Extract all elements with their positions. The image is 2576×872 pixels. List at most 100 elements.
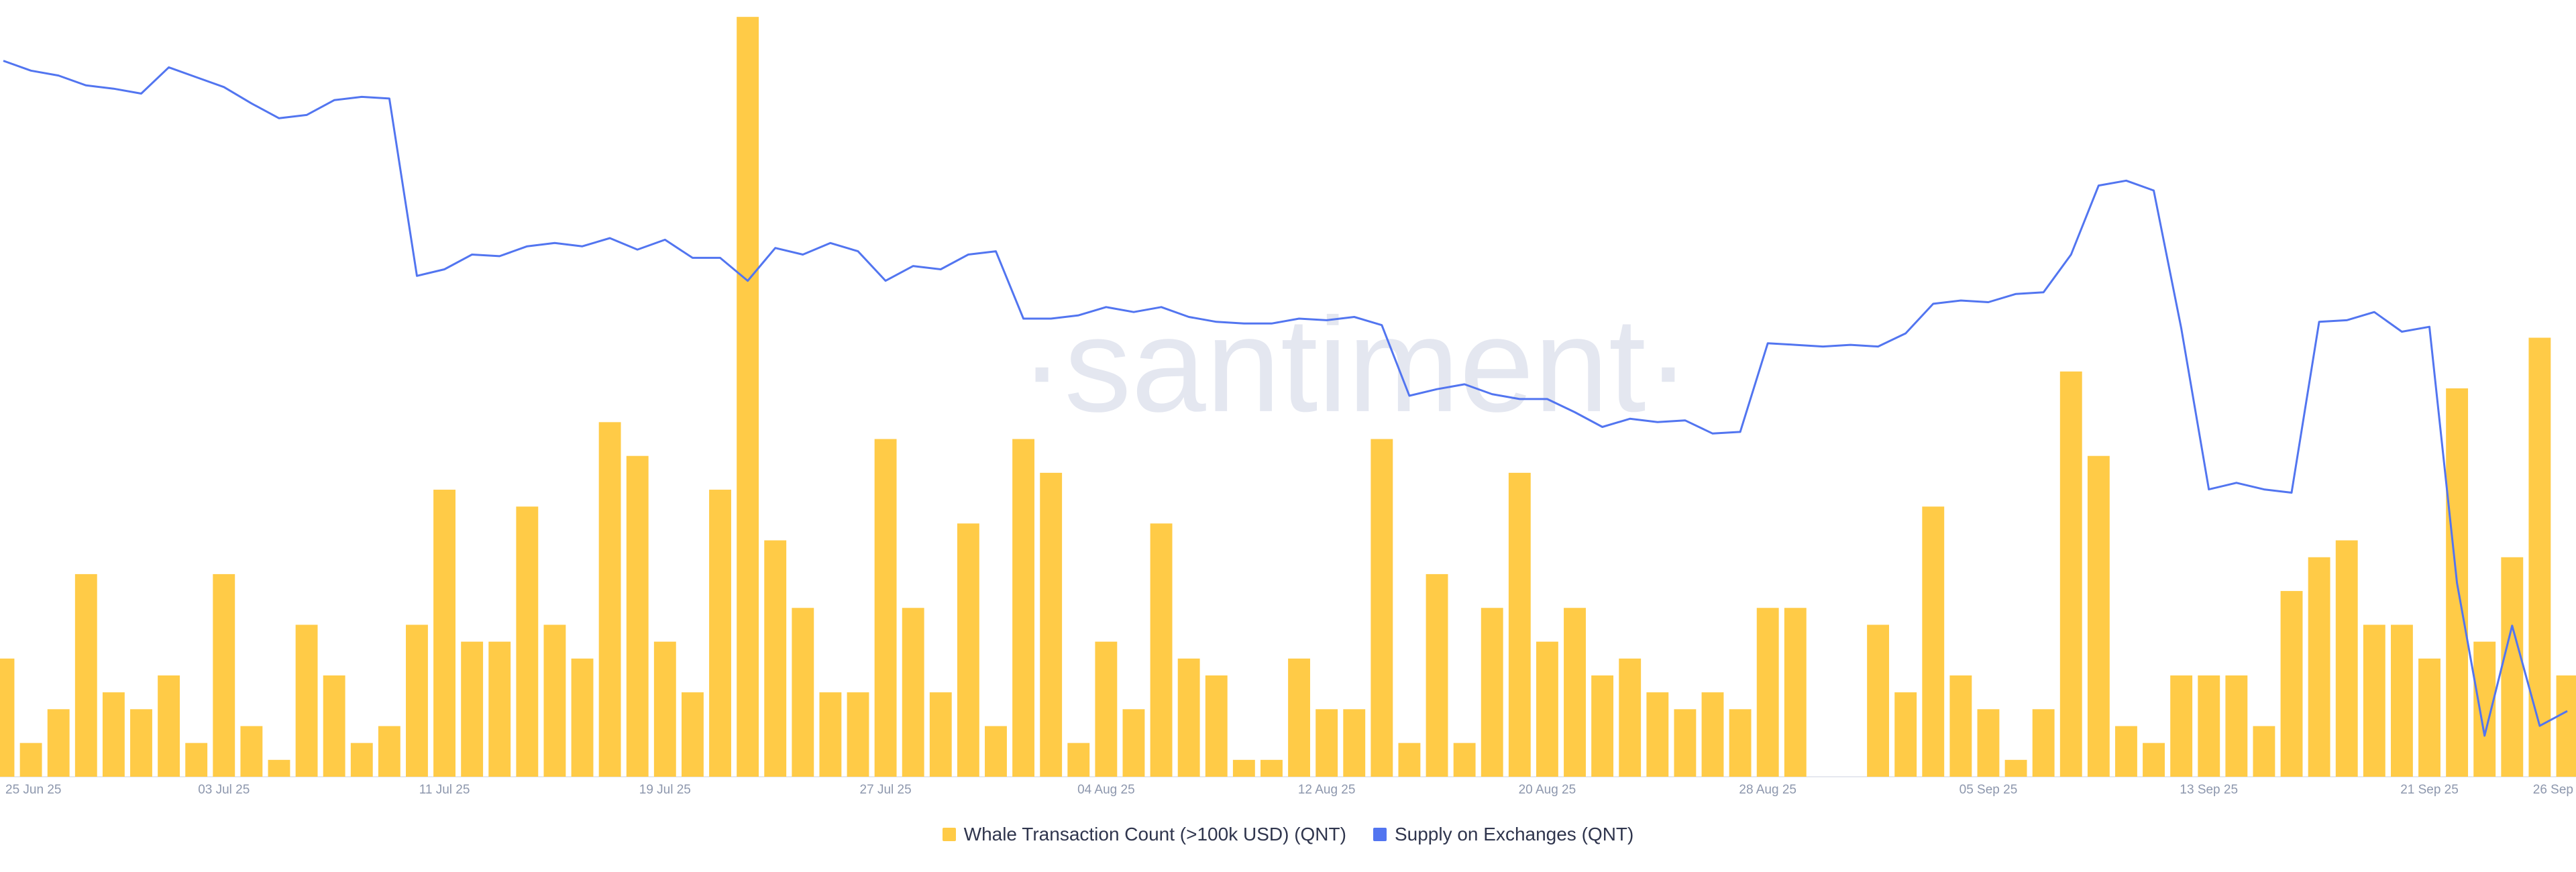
- x-tick-label: 20 Aug 25: [1519, 783, 1576, 797]
- x-tick-label: 21 Sep 25: [2400, 783, 2459, 797]
- x-tick-label: 13 Sep 25: [2180, 783, 2238, 797]
- bar: [792, 608, 814, 777]
- bar: [19, 743, 42, 777]
- bar: [653, 641, 676, 777]
- bar: [268, 759, 290, 777]
- bar: [2225, 675, 2248, 777]
- bar: [2418, 658, 2440, 777]
- bar: [2280, 591, 2303, 777]
- bar: [2032, 709, 2055, 777]
- bar: [1756, 608, 1779, 777]
- bar: [378, 726, 400, 777]
- bar: [323, 675, 345, 777]
- bar: [1095, 641, 1118, 777]
- bar: [819, 692, 842, 777]
- bar: [1150, 523, 1173, 777]
- bar: [1536, 641, 1558, 777]
- bar: [2308, 557, 2330, 777]
- bar: [240, 726, 263, 777]
- legend-swatch: [1373, 828, 1387, 841]
- bar: [1343, 709, 1366, 777]
- bar: [406, 624, 428, 777]
- bar: [929, 692, 952, 777]
- bar: [681, 692, 704, 777]
- bar: [2390, 624, 2413, 777]
- x-tick-label: 04 Aug 25: [1077, 783, 1135, 797]
- bar: [1316, 709, 1338, 777]
- bar: [764, 540, 787, 777]
- bar: [1398, 743, 1421, 777]
- x-tick-label: 12 Aug 25: [1298, 783, 1356, 797]
- bar: [2501, 557, 2524, 777]
- bar: [1177, 658, 1200, 777]
- bar: [874, 439, 897, 777]
- bar: [516, 506, 539, 777]
- bar: [1784, 608, 1807, 777]
- legend-swatch: [942, 828, 956, 841]
- bar: [158, 675, 180, 777]
- bar: [102, 692, 125, 777]
- bar: [2170, 675, 2193, 777]
- chart: ·santiment· 25 Jun 25 03 Jul 25 11 Jul 25 1…: [0, 17, 2576, 797]
- bar: [1508, 472, 1531, 777]
- bar: [1729, 709, 1752, 777]
- bar: [571, 658, 594, 777]
- bar: [1646, 692, 1669, 777]
- bar: [2143, 743, 2165, 777]
- bar: [433, 490, 455, 777]
- bar: [543, 624, 566, 777]
- bar: [2363, 624, 2385, 777]
- bar: [1122, 709, 1145, 777]
- bar: [1371, 439, 1393, 777]
- bar: [1619, 658, 1642, 777]
- bar: [1040, 472, 1063, 777]
- bar: [350, 743, 373, 777]
- bar: [1591, 675, 1614, 777]
- bar: [295, 624, 318, 777]
- bar: [1205, 675, 1228, 777]
- bar: [2473, 641, 2496, 777]
- bar: [2556, 675, 2576, 777]
- bar: [1674, 709, 1697, 777]
- bar: [1949, 675, 1972, 777]
- bar: [1922, 506, 1945, 777]
- bar: [1977, 709, 2000, 777]
- bar: [1232, 759, 1255, 777]
- bar: [185, 743, 208, 777]
- bar: [626, 455, 649, 777]
- bar: [1481, 608, 1503, 777]
- x-tick-label: 05 Sep 25: [1960, 783, 2018, 797]
- bar: [2115, 726, 2137, 777]
- legend-label: Supply on Exchanges (QNT): [1394, 824, 1634, 844]
- bar: [1260, 759, 1283, 777]
- bar: [1288, 658, 1310, 777]
- bar: [709, 490, 731, 777]
- x-tick-label: 03 Jul 25: [198, 783, 250, 797]
- bar: [1701, 692, 1724, 777]
- bar: [130, 709, 152, 777]
- bar: [213, 574, 235, 777]
- bar: [2528, 337, 2551, 777]
- bar: [598, 422, 621, 777]
- legend-item[interactable]: Whale Transaction Count (>100k USD) (QNT…: [942, 824, 1346, 845]
- bar: [47, 709, 70, 777]
- bar: [1067, 743, 1090, 777]
- bar: [1564, 608, 1586, 777]
- x-tick-label: 19 Jul 25: [639, 783, 691, 797]
- x-tick-label: 25 Jun 25: [5, 783, 61, 797]
- bar: [957, 523, 979, 777]
- bar: [847, 692, 869, 777]
- line: [3, 60, 2568, 737]
- x-tick-label: 26 Sep: [2533, 783, 2573, 797]
- bar: [1453, 743, 1476, 777]
- x-tick-label: 28 Aug 25: [1739, 783, 1796, 797]
- bar: [1426, 574, 1448, 777]
- bar: [2004, 759, 2027, 777]
- bar: [0, 658, 15, 777]
- x-tick-label: 27 Jul 25: [860, 783, 912, 797]
- bar: [902, 608, 924, 777]
- bar: [2087, 455, 2110, 777]
- legend: Whale Transaction Count (>100k USD) (QNT…: [0, 824, 2576, 845]
- legend-item[interactable]: Supply on Exchanges (QNT): [1373, 824, 1633, 845]
